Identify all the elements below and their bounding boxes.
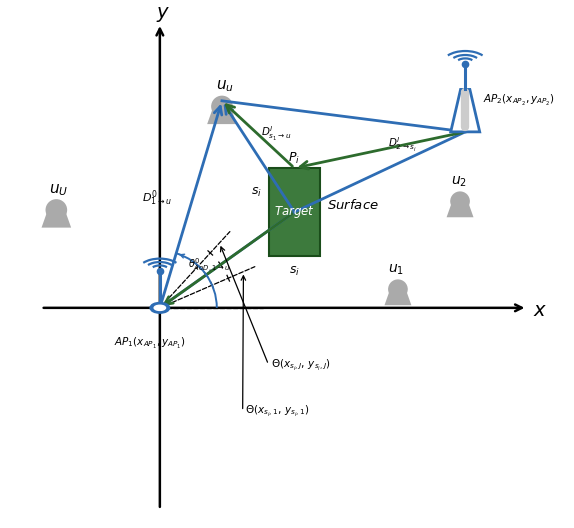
Text: $P_i$: $P_i$ (289, 150, 300, 165)
Text: $u_1$: $u_1$ (389, 262, 405, 277)
Ellipse shape (151, 303, 169, 313)
Ellipse shape (154, 305, 165, 310)
Circle shape (211, 96, 233, 117)
Circle shape (388, 279, 408, 299)
Polygon shape (207, 107, 236, 124)
Text: $u_2$: $u_2$ (451, 175, 467, 189)
Polygon shape (447, 201, 474, 217)
Text: $Surface$: $Surface$ (327, 198, 378, 212)
Text: $\Theta(x_{s_i,1},\,y_{s_i,1})$: $\Theta(x_{s_i,1},\,y_{s_i,1})$ (245, 404, 310, 419)
Text: $s_i$: $s_i$ (251, 186, 262, 199)
Text: $u_u$: $u_u$ (216, 79, 234, 94)
Polygon shape (41, 210, 71, 228)
Circle shape (45, 199, 67, 221)
Text: $\Theta(x_{s_i,J},\,y_{s_i,J})$: $\Theta(x_{s_i,J},\,y_{s_i,J})$ (271, 357, 331, 372)
Text: $AP_2(x_{AP_2}, y_{AP_2})$: $AP_2(x_{AP_2}, y_{AP_2})$ (483, 93, 555, 108)
Polygon shape (451, 89, 480, 132)
Polygon shape (385, 289, 412, 305)
Text: $D^0_{1\rightarrow u}$: $D^0_{1\rightarrow u}$ (142, 188, 172, 208)
Text: $D^l_{s_1\rightarrow u}$: $D^l_{s_1\rightarrow u}$ (261, 125, 291, 143)
Text: $Target$: $Target$ (274, 204, 315, 220)
Circle shape (450, 191, 470, 211)
Text: $x$: $x$ (533, 301, 546, 320)
Bar (269, 168, 320, 256)
Text: $D^l_{2\rightarrow s_i}$: $D^l_{2\rightarrow s_i}$ (387, 136, 416, 154)
Text: $y$: $y$ (156, 5, 170, 24)
Text: $AP_1(x_{AP_1}, y_{AP_1})$: $AP_1(x_{AP_1}, y_{AP_1})$ (114, 336, 185, 351)
Text: $s_i$: $s_i$ (289, 266, 300, 278)
Text: $\theta^0_{AoD,1\rightarrow u}$: $\theta^0_{AoD,1\rightarrow u}$ (188, 257, 231, 275)
Text: $u_U$: $u_U$ (49, 182, 68, 197)
